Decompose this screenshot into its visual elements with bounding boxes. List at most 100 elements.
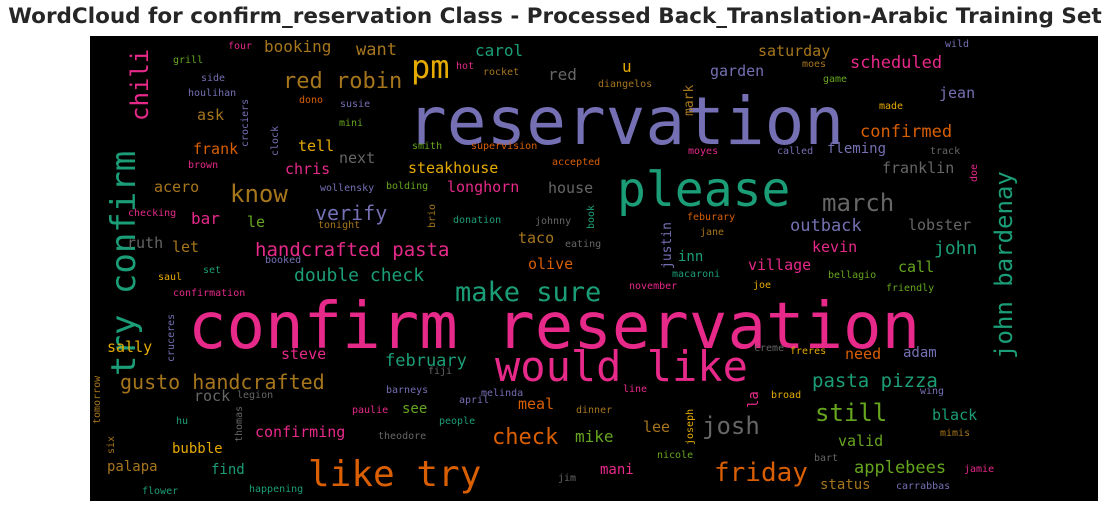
word-carol: carol xyxy=(475,41,523,60)
word-franklin: franklin xyxy=(882,159,954,177)
word-palapa: palapa xyxy=(107,459,158,475)
word-let: let xyxy=(172,238,199,256)
word-nicole: nicole xyxy=(657,450,693,461)
word-jean: jean xyxy=(939,84,975,102)
word-mimis: mimis xyxy=(940,428,970,439)
word-march: march xyxy=(822,189,894,217)
word-check: check xyxy=(492,425,558,450)
word-cruceres: cruceres xyxy=(166,314,177,362)
word-called: called xyxy=(777,146,813,157)
word-mike: mike xyxy=(575,427,614,446)
word-justin: justin xyxy=(660,222,675,269)
word-like-try: like try xyxy=(308,454,481,495)
word-try-confirm: try confirm xyxy=(104,151,144,376)
word-acero: acero xyxy=(154,178,199,196)
word-set: set xyxy=(203,265,221,276)
word-jim: jim xyxy=(558,473,576,484)
word-steakhouse: steakhouse xyxy=(408,159,498,177)
chart-title: WordCloud for confirm_reservation Class … xyxy=(8,4,1102,29)
word-bar: bar xyxy=(191,209,220,228)
word-status: status xyxy=(820,477,871,493)
word-four: four xyxy=(228,41,252,52)
word-mini: mini xyxy=(339,118,363,129)
word-moyes: moyes xyxy=(688,146,718,157)
word-gusto-handcrafted: gusto handcrafted xyxy=(120,370,325,394)
word-bart: bart xyxy=(814,453,838,464)
word-taco: taco xyxy=(518,229,554,247)
word-wild: wild xyxy=(945,39,969,50)
word-clock: clock xyxy=(270,126,281,156)
word-john: john xyxy=(934,238,977,259)
word-handcrafted-pasta: handcrafted pasta xyxy=(255,239,449,261)
word-verify: verify xyxy=(315,201,387,225)
word-frank: frank xyxy=(193,140,238,158)
word-red: red xyxy=(548,65,577,84)
word-please: please xyxy=(617,162,790,218)
word-john-bardenay: john bardenay xyxy=(990,171,1018,359)
word-jamie: jamie xyxy=(964,464,994,475)
word-booked: booked xyxy=(265,255,301,266)
word-red-robin: red robin xyxy=(283,69,402,94)
word-flower: flower xyxy=(142,486,178,497)
word-accepted: accepted xyxy=(552,157,600,168)
word-house: house xyxy=(548,179,593,197)
word-bellagio: bellagio xyxy=(828,270,876,281)
word-ask: ask xyxy=(197,106,224,124)
word-donation: donation xyxy=(453,215,501,226)
word-fiji: fiji xyxy=(428,366,452,377)
word-confirmation: confirmation xyxy=(173,288,245,299)
word-eating: eating xyxy=(565,239,601,250)
word-le: le xyxy=(247,213,265,231)
word-grill: grill xyxy=(173,55,203,66)
word-friendly: friendly xyxy=(886,283,934,294)
word-kevin: kevin xyxy=(812,238,857,256)
word-made: made xyxy=(879,101,903,112)
word-double-check: double check xyxy=(294,265,424,286)
word-see: see xyxy=(402,401,427,417)
word-outback: outback xyxy=(790,216,862,236)
word-pm: pm xyxy=(411,48,450,86)
word-houlihan: houlihan xyxy=(188,88,236,99)
word-moes: moes xyxy=(802,59,826,70)
word-legion: legion xyxy=(237,390,273,401)
word-black: black xyxy=(932,406,977,424)
word-susie: susie xyxy=(340,99,370,110)
word-smith: smith xyxy=(412,141,442,152)
word-broad: broad xyxy=(771,390,801,401)
word-freres: freres xyxy=(790,346,826,357)
word-mark: mark xyxy=(682,85,697,116)
word-paulie: paulie xyxy=(352,405,388,416)
word-valid: valid xyxy=(838,432,883,450)
word-need: need xyxy=(845,345,881,363)
word-booking: booking xyxy=(264,37,331,56)
word-johnny: johnny xyxy=(535,216,571,227)
word-village: village xyxy=(748,256,811,274)
word-hu: hu xyxy=(176,416,188,427)
word-fleming: fleming xyxy=(827,141,886,157)
word-saul: saul xyxy=(158,272,182,283)
word-inn: inn xyxy=(678,249,703,265)
word-pasta-pizza: pasta pizza xyxy=(812,370,938,392)
word-friday: friday xyxy=(714,458,808,488)
word-thomas: thomas xyxy=(234,406,245,442)
word-want: want xyxy=(356,40,397,60)
word-feburary: feburary xyxy=(687,212,735,223)
word-next: next xyxy=(339,149,375,167)
word-know: know xyxy=(230,180,288,208)
word-sally: sally xyxy=(107,338,152,356)
word-joseph: joseph xyxy=(685,409,696,445)
word-rocket: rocket xyxy=(483,67,519,78)
word-carrabbas: carrabbas xyxy=(896,481,950,492)
word-bubble: bubble xyxy=(172,441,223,457)
word-creme: creme xyxy=(754,343,784,354)
word-ruth: ruth xyxy=(127,234,163,252)
word-garden: garden xyxy=(710,62,764,80)
word-joe: joe xyxy=(753,280,771,291)
word-lobster: lobster xyxy=(908,216,971,234)
word-doe: doe xyxy=(969,164,980,182)
word-barneys: barneys xyxy=(386,385,428,396)
word-find: find xyxy=(211,462,245,478)
word-macaroni: macaroni xyxy=(672,269,720,280)
word-saturday: saturday xyxy=(758,42,830,60)
